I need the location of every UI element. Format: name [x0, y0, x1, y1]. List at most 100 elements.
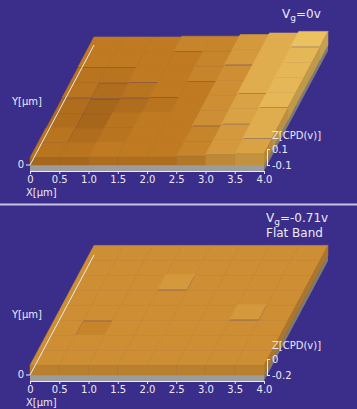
surface-front: [59, 158, 88, 165]
panel: 00.51.01.52.02.53.03.54.0X[µm]0Y[µm]-0.1…: [11, 7, 328, 198]
x-tick: 1.0: [81, 381, 97, 395]
surface-side: [264, 139, 272, 165]
x-tick-label: 0.5: [52, 384, 68, 395]
panel-separator: [0, 204, 357, 206]
annotation: Flat Band: [266, 226, 323, 240]
surface-side: [320, 245, 328, 270]
x-axis-title: X[µm]: [26, 397, 57, 408]
slab-front: [30, 375, 264, 381]
annotation: Vg=0v: [282, 7, 321, 23]
x-tick: 0.5: [52, 171, 68, 185]
surface-front: [118, 365, 147, 375]
x-tick: 3.5: [227, 381, 243, 395]
x-tick-label: 3.0: [198, 384, 214, 395]
x-tick: 1.5: [110, 171, 126, 185]
z-axis-line: [268, 360, 271, 376]
x-tick-label: 3.5: [227, 384, 243, 395]
surface: [30, 31, 328, 165]
z-tick-label: 0.1: [272, 144, 288, 155]
x-tick: 2.5: [169, 171, 185, 185]
surface-front: [147, 365, 176, 375]
surface-front: [89, 157, 118, 165]
x-tick: 0.5: [52, 381, 68, 395]
surface-side: [312, 260, 320, 285]
x-tick: 1.0: [81, 171, 97, 185]
x-tick-label: 4.0: [257, 384, 273, 395]
surface-side: [312, 47, 320, 75]
x-tick-label: 1.5: [110, 384, 126, 395]
x-tick-label: 1.0: [81, 174, 97, 185]
base-slab: [30, 45, 328, 171]
z-tick-mark: [267, 359, 270, 360]
surface-front: [176, 156, 205, 165]
background: [0, 0, 357, 409]
x-tick: 2.0: [140, 171, 156, 185]
x-tick: 2.5: [169, 381, 185, 395]
x-tick: 4.0: [257, 171, 273, 185]
z-tick-mark: [267, 149, 270, 150]
panel: 0 0.5 1.0 1.5 2.0 2.5 3.0 3.5 4.0 X[µm] 0 Y[µm] -0.2…: [11, 211, 328, 408]
surface-side: [304, 62, 312, 90]
surface-front: [118, 157, 147, 165]
x-tick: 0: [27, 171, 33, 185]
base-slab: [30, 255, 328, 381]
surface-front: [206, 365, 235, 375]
x-tick: 1.5: [110, 381, 126, 395]
z-axis-title: Z[CPD(v)]: [272, 130, 321, 141]
surface-side: [288, 305, 296, 330]
x-tick-label: 0: [27, 384, 33, 395]
surface-side: [296, 77, 304, 105]
x-tick-label: 1.5: [110, 174, 126, 185]
y-tick-label: 0: [18, 369, 24, 380]
x-tick-label: 1.0: [81, 384, 97, 395]
y-axis-title: Y[µm]: [11, 309, 42, 320]
x-tick: 0: [27, 381, 33, 395]
surface-front: [235, 365, 264, 375]
slab-front: [30, 165, 264, 171]
z-tick-label: 0: [272, 354, 278, 365]
x-axis: 0 0.5 1.0 1.5 2.0 2.5 3.0 3.5 4.0: [27, 381, 272, 395]
z-tick: 0: [267, 354, 278, 365]
z-axis-line: [268, 150, 271, 166]
x-tick: 4.0: [257, 381, 273, 395]
x-tick-label: 0.5: [52, 174, 68, 185]
z-tick-label: -0.2: [272, 370, 292, 381]
x-axis: 0 0.5 1.0 1.5 2.0 2.5 3.0 3.5 4.0: [27, 171, 272, 185]
z-tick: -0.2: [267, 370, 292, 381]
z-tick-mark: [267, 165, 270, 166]
x-tick: 3.5: [227, 171, 243, 185]
x-tick: 2.0: [140, 381, 156, 395]
surface-side: [288, 92, 296, 120]
x-tick-label: 3.5: [227, 174, 243, 185]
annotation: Vg=-0.71v: [266, 211, 328, 227]
x-tick-label: 2.0: [140, 384, 156, 395]
z-axis: -0.2 0: [267, 354, 292, 381]
x-tick-label: 2.5: [169, 384, 185, 395]
x-tick-label: 0: [27, 174, 33, 185]
surface-front: [30, 158, 59, 165]
surface-front: [59, 365, 88, 375]
surface-side: [304, 275, 312, 300]
surface-front: [235, 154, 264, 165]
x-tick-label: 3.0: [198, 174, 214, 185]
y-tick-label: 0: [18, 159, 24, 170]
x-tick: 3.0: [198, 171, 214, 185]
surface-side: [296, 290, 304, 315]
surface-front: [89, 365, 118, 375]
x-tick-label: 2.0: [140, 174, 156, 185]
x-tick-label: 4.0: [257, 174, 273, 185]
y-tick-mark: [26, 165, 30, 166]
surface-front: [147, 157, 176, 165]
surface-front: [176, 365, 205, 375]
z-axis-title: Z[CPD(v)]: [272, 340, 321, 351]
z-tick-label: -0.1: [272, 160, 292, 171]
y-tick-mark: [26, 375, 30, 376]
surface: [30, 245, 328, 375]
x-axis-title: X[µm]: [26, 187, 57, 198]
x-tick-label: 2.5: [169, 174, 185, 185]
x-tick: 3.0: [198, 381, 214, 395]
surface-front: [206, 155, 235, 165]
z-axis: -0.1 0.1: [267, 144, 292, 171]
z-tick-mark: [267, 375, 270, 376]
z-tick: -0.1: [267, 160, 292, 171]
